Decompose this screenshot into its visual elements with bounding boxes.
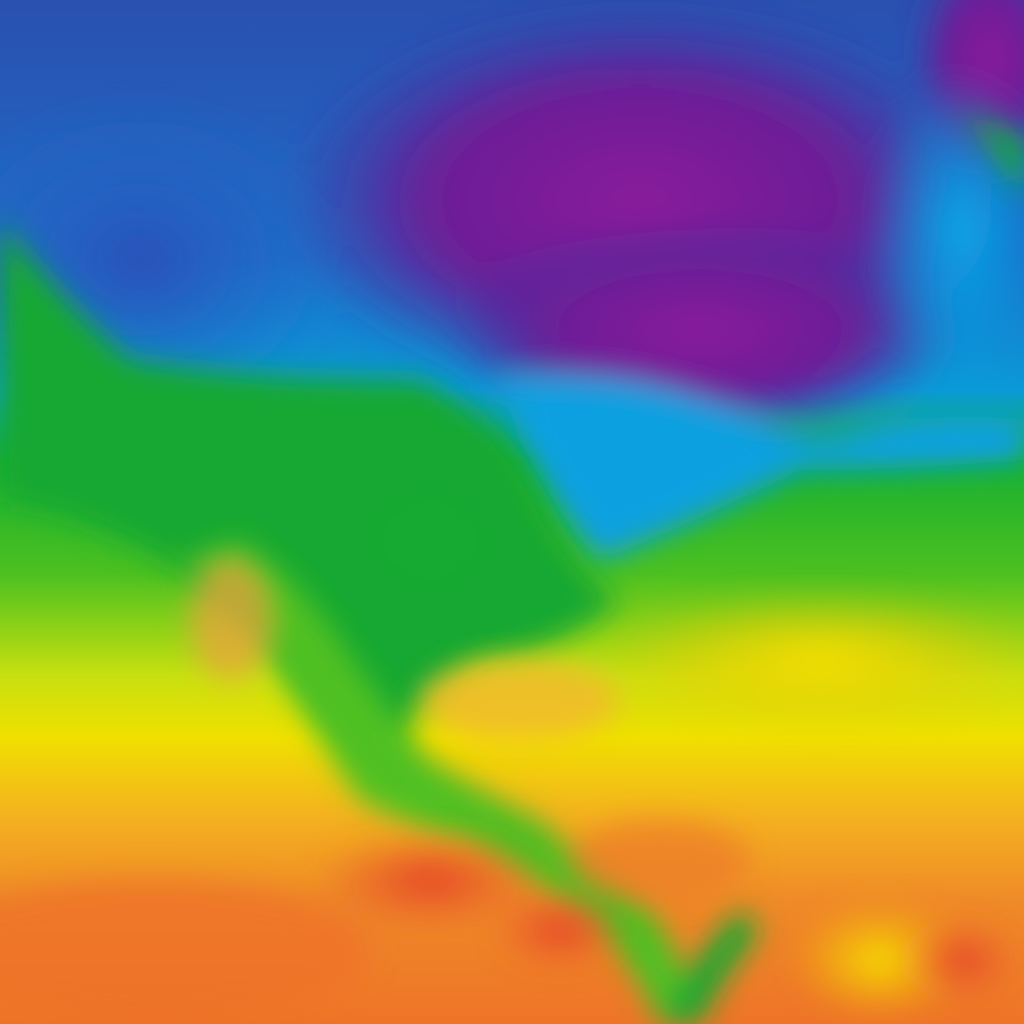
land-green <box>0 110 1024 760</box>
cold-regions <box>0 0 1024 560</box>
warm-regions <box>0 590 1024 1020</box>
